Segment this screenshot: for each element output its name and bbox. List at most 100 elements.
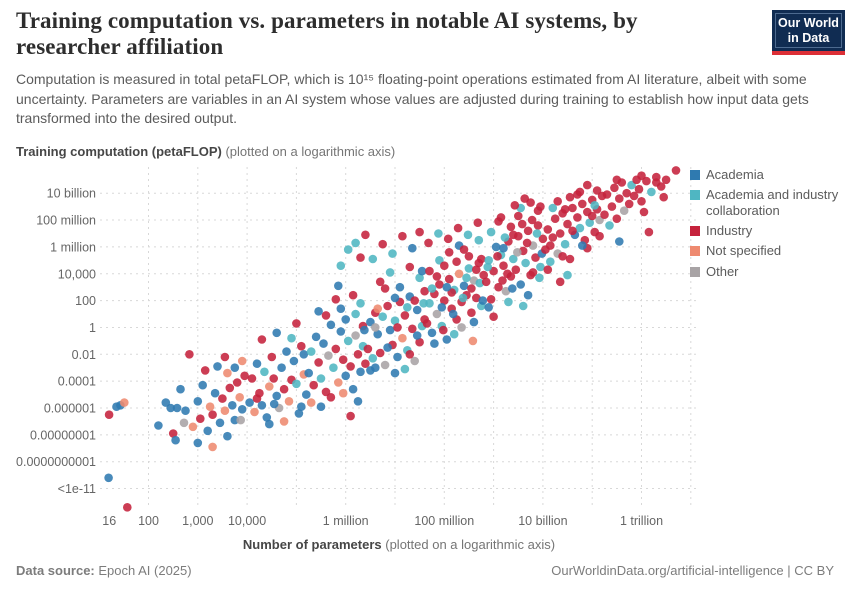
data-point[interactable] (622, 188, 631, 198)
data-point[interactable] (425, 266, 434, 276)
data-point[interactable] (400, 311, 410, 320)
data-point[interactable] (289, 356, 299, 366)
data-point[interactable] (486, 227, 496, 237)
data-point[interactable] (472, 293, 481, 303)
data-point[interactable] (363, 344, 373, 354)
data-point[interactable] (504, 297, 513, 307)
data-point[interactable] (213, 362, 222, 371)
data-point[interactable] (415, 273, 424, 283)
data-point[interactable] (435, 280, 444, 289)
data-point[interactable] (405, 350, 415, 359)
data-point[interactable] (555, 229, 565, 238)
data-point[interactable] (383, 343, 392, 352)
data-point[interactable] (432, 309, 442, 319)
data-point[interactable] (193, 397, 203, 406)
data-point[interactable] (314, 307, 323, 316)
data-point[interactable] (484, 255, 494, 265)
data-point[interactable] (252, 359, 262, 369)
data-point[interactable] (235, 393, 244, 402)
data-point[interactable] (368, 354, 378, 363)
data-point[interactable] (459, 245, 469, 254)
data-point[interactable] (257, 335, 267, 344)
data-point[interactable] (419, 299, 428, 308)
data-point[interactable] (464, 251, 474, 261)
data-point[interactable] (469, 317, 479, 327)
data-point[interactable] (427, 328, 437, 338)
data-point[interactable] (479, 270, 489, 280)
data-point[interactable] (252, 394, 262, 403)
data-point[interactable] (218, 394, 227, 403)
data-point[interactable] (378, 239, 388, 249)
data-point[interactable] (509, 254, 518, 264)
data-point[interactable] (319, 339, 328, 348)
data-point[interactable] (341, 371, 351, 381)
data-point[interactable] (393, 352, 402, 362)
data-point[interactable] (309, 380, 319, 390)
data-point[interactable] (637, 171, 646, 180)
data-point[interactable] (474, 235, 484, 245)
data-point[interactable] (496, 213, 506, 222)
data-point[interactable] (535, 273, 544, 283)
data-point[interactable] (459, 281, 469, 291)
data-point[interactable] (230, 363, 240, 373)
data-point[interactable] (341, 315, 351, 324)
data-point[interactable] (408, 243, 417, 253)
data-point[interactable] (659, 192, 668, 202)
data-point[interactable] (546, 241, 555, 250)
data-point[interactable] (205, 402, 215, 412)
data-point[interactable] (517, 219, 527, 229)
data-point[interactable] (498, 276, 507, 285)
data-point[interactable] (440, 261, 449, 271)
data-point[interactable] (457, 323, 466, 332)
data-point[interactable] (383, 301, 392, 311)
data-point[interactable] (348, 290, 358, 300)
data-point[interactable] (334, 378, 343, 387)
data-point[interactable] (326, 320, 336, 330)
data-point[interactable] (371, 363, 380, 373)
data-point[interactable] (439, 325, 448, 335)
data-point[interactable] (161, 398, 171, 407)
data-point[interactable] (120, 398, 129, 407)
data-point[interactable] (543, 265, 553, 275)
data-point[interactable] (240, 371, 249, 381)
data-point[interactable] (647, 187, 656, 197)
data-point[interactable] (565, 254, 575, 264)
data-point[interactable] (483, 262, 493, 272)
data-point[interactable] (385, 325, 395, 335)
data-point[interactable] (400, 364, 410, 374)
data-point[interactable] (287, 333, 296, 343)
data-point[interactable] (538, 234, 548, 244)
data-point[interactable] (486, 295, 496, 304)
data-point[interactable] (443, 234, 453, 244)
data-point[interactable] (208, 410, 217, 420)
data-point[interactable] (585, 218, 594, 227)
data-point[interactable] (168, 429, 178, 438)
data-point[interactable] (220, 406, 230, 416)
data-point[interactable] (652, 178, 661, 187)
data-point[interactable] (378, 312, 388, 322)
data-point[interactable] (208, 442, 217, 452)
data-point[interactable] (171, 435, 180, 445)
data-point[interactable] (532, 229, 542, 238)
data-point[interactable] (348, 384, 358, 394)
data-point[interactable] (546, 257, 555, 267)
data-point[interactable] (210, 388, 220, 398)
data-point[interactable] (671, 166, 681, 175)
data-point[interactable] (292, 379, 301, 389)
data-point[interactable] (269, 374, 279, 383)
data-point[interactable] (193, 438, 203, 448)
data-point[interactable] (331, 295, 341, 304)
data-point[interactable] (388, 249, 397, 258)
data-point[interactable] (612, 214, 622, 223)
data-point[interactable] (302, 390, 311, 399)
data-point[interactable] (600, 210, 609, 219)
data-point[interactable] (373, 304, 383, 314)
legend-item-industry[interactable]: Industry (690, 223, 848, 238)
data-point[interactable] (279, 417, 289, 426)
data-point[interactable] (236, 415, 245, 425)
data-point[interactable] (250, 407, 259, 417)
data-point[interactable] (511, 265, 521, 275)
data-point[interactable] (237, 405, 247, 414)
data-point[interactable] (615, 237, 624, 246)
data-point[interactable] (560, 239, 570, 249)
